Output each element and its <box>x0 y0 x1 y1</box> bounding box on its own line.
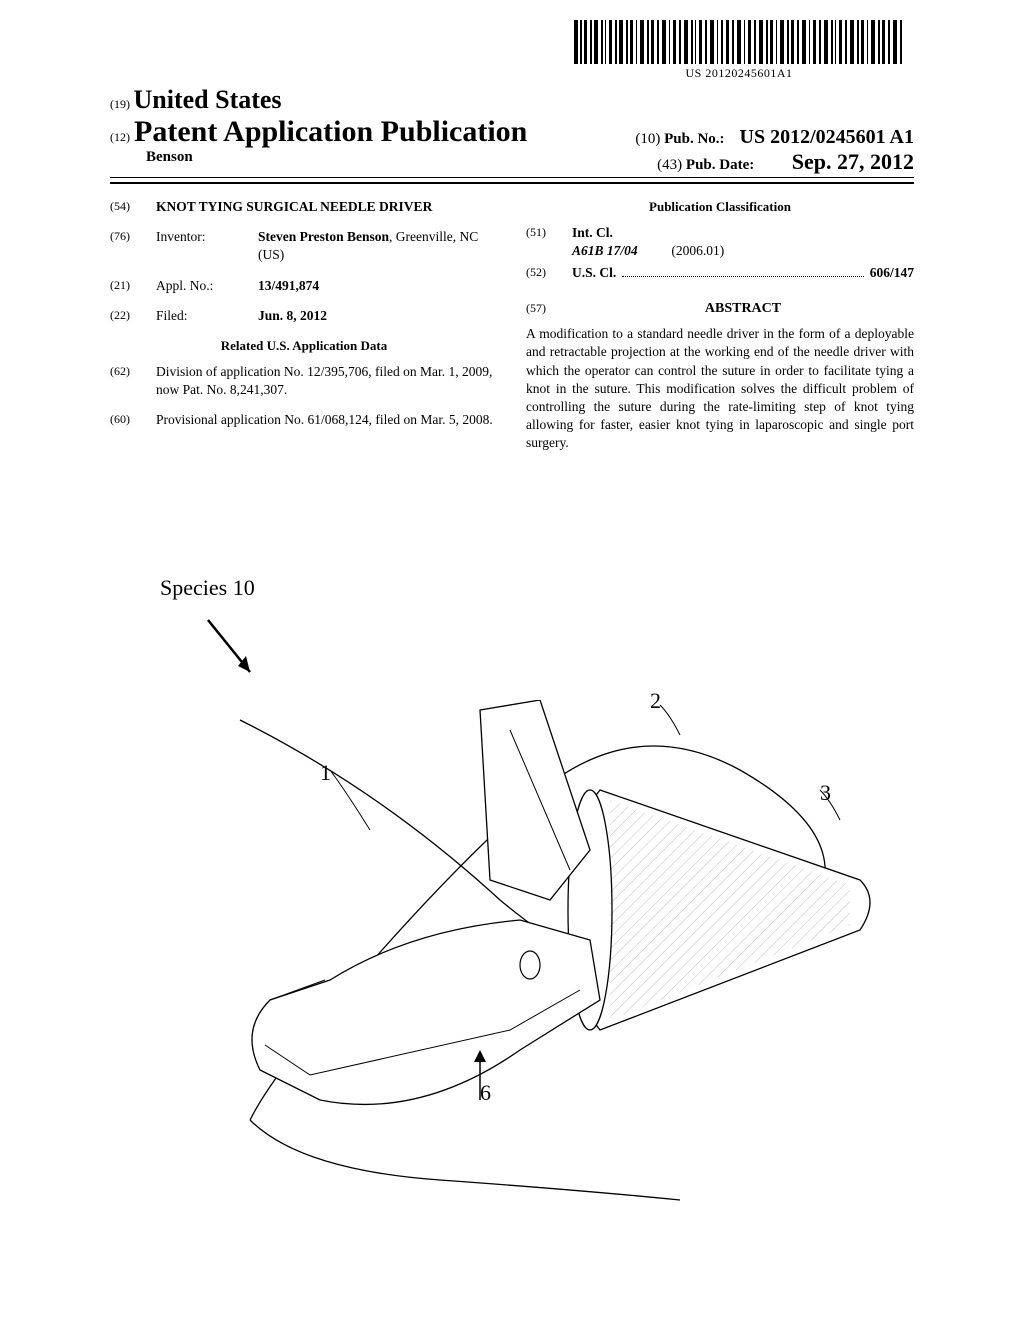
appno-code: (21) <box>110 277 144 295</box>
division-text: Division of application No. 12/395,706, … <box>156 363 498 399</box>
barcode-block: US 20120245601A1 <box>574 20 904 81</box>
filed-value: Jun. 8, 2012 <box>258 307 498 325</box>
appno-value: 13/491,874 <box>258 277 498 295</box>
uscl-value: 606/147 <box>870 264 914 282</box>
inventor-value: Steven Preston Benson, Greenville, NC (U… <box>258 228 498 264</box>
fig-label-6: 6 <box>480 1080 491 1106</box>
pubno-label: Pub. No.: <box>664 131 724 147</box>
body-columns: (54) KNOT TYING SURGICAL NEEDLE DRIVER (… <box>110 198 914 453</box>
pubdate-value: Sep. 27, 2012 <box>792 149 914 174</box>
left-column: (54) KNOT TYING SURGICAL NEEDLE DRIVER (… <box>110 198 498 453</box>
uscl-label: U.S. Cl. <box>572 264 616 282</box>
dots-leader <box>622 269 863 277</box>
fig-label-1: 1 <box>320 760 331 786</box>
classification-head: Publication Classification <box>526 198 914 216</box>
author: Benson <box>110 149 193 175</box>
right-column: Publication Classification (51) Int. Cl.… <box>526 198 914 453</box>
pubdate-code: (43) <box>657 157 682 173</box>
provisional-text: Provisional application No. 61/068,124, … <box>156 411 498 429</box>
prov-code: (60) <box>110 411 144 429</box>
filed-code: (22) <box>110 307 144 325</box>
inventor-label: Inventor: <box>156 228 246 264</box>
invention-title: KNOT TYING SURGICAL NEEDLE DRIVER <box>156 198 498 216</box>
publication-title: Patent Application Publication <box>134 115 527 148</box>
fig-label-3: 3 <box>820 780 831 806</box>
uscl-code: (52) <box>526 264 560 282</box>
inventor-code: (76) <box>110 228 144 264</box>
intcl-code: (51) <box>526 224 560 260</box>
pub-code: (12) <box>110 130 130 144</box>
patent-figure: 1 2 3 6 <box>180 700 880 1225</box>
title-code: (54) <box>110 198 144 216</box>
intcl-year: (2006.01) <box>671 243 724 258</box>
intcl-value: A61B 17/04 <box>572 243 638 258</box>
species-arrow-icon <box>200 612 270 692</box>
pubno-code: (10) <box>635 131 660 147</box>
pubno-value: US 2012/0245601 A1 <box>740 126 914 148</box>
country-code: (19) <box>110 97 130 111</box>
related-head: Related U.S. Application Data <box>110 337 498 355</box>
fig-label-2: 2 <box>650 688 661 714</box>
abstract-code: (57) <box>526 300 560 316</box>
barcode-caption: US 20120245601A1 <box>574 66 904 81</box>
barcode <box>574 20 904 64</box>
div-code: (62) <box>110 363 144 399</box>
abstract-head: ABSTRACT <box>572 300 914 319</box>
appno-label: Appl. No.: <box>156 277 246 295</box>
species-label: Species 10 <box>160 575 255 601</box>
inventor-name: Steven Preston Benson <box>258 229 389 244</box>
filed-label: Filed: <box>156 307 246 325</box>
header: (19) United States (12) Patent Applicati… <box>110 85 914 184</box>
intcl-label: Int. Cl. <box>572 224 914 242</box>
abstract-text: A modification to a standard needle driv… <box>526 325 914 453</box>
country: United States <box>134 85 282 114</box>
pubdate-label: Pub. Date: <box>686 157 754 173</box>
